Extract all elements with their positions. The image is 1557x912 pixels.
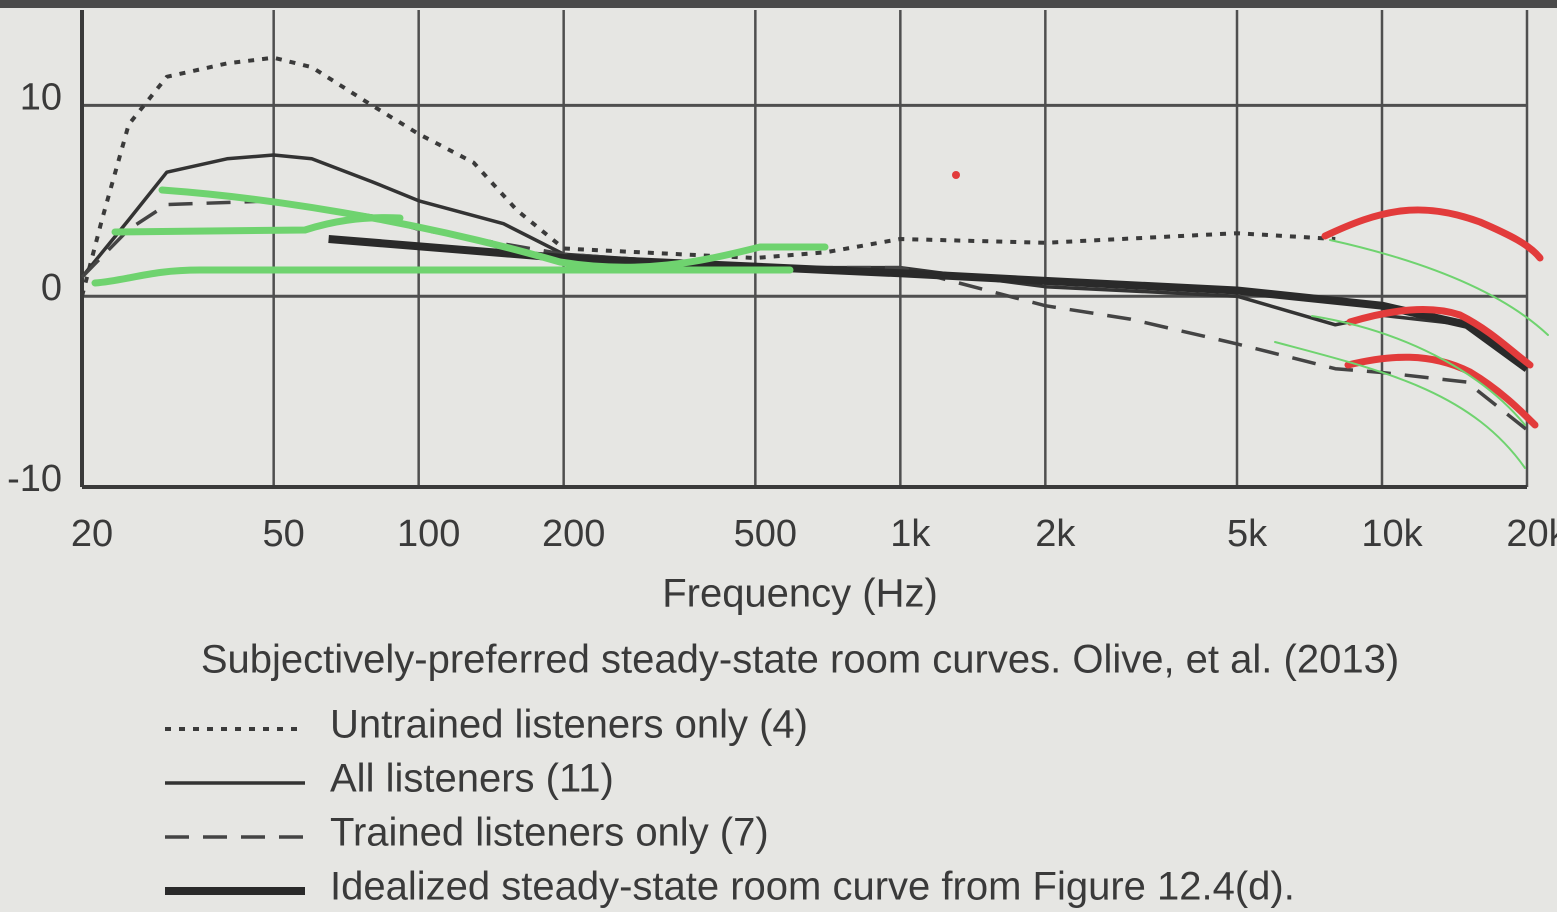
annotation-dot bbox=[952, 171, 960, 179]
series-line bbox=[80, 55, 1336, 297]
legend-label: Trained listeners only (7) bbox=[330, 811, 769, 855]
x-tick-label: 500 bbox=[734, 513, 797, 555]
legend-label: Idealized steady-state room curve from F… bbox=[330, 865, 1295, 909]
top-bar bbox=[0, 0, 1557, 8]
legend: Untrained listeners only (4) All listener… bbox=[165, 703, 1295, 909]
chart-title: Subjectively-preferred steady-state room… bbox=[201, 638, 1399, 682]
x-tick-label: 200 bbox=[542, 513, 605, 555]
y-tick-label: 0 bbox=[41, 267, 62, 309]
annotation-stroke bbox=[91, 266, 794, 287]
x-tick-label: 5k bbox=[1227, 513, 1268, 555]
annotation-stroke bbox=[111, 214, 404, 236]
y-tick-label: 10 bbox=[20, 76, 62, 118]
x-tick-label: 1k bbox=[890, 513, 931, 555]
annotation-stroke bbox=[1344, 353, 1539, 429]
x-tick-label: 20 bbox=[71, 513, 113, 555]
x-axis-label: Frequency (Hz) bbox=[662, 572, 938, 616]
annotation-stroke bbox=[158, 186, 829, 271]
series-line bbox=[328, 235, 1530, 372]
y-tick-label: -10 bbox=[7, 458, 62, 500]
series-line bbox=[80, 153, 1529, 371]
x-tick-label: 20k bbox=[1506, 513, 1557, 555]
legend-label: Untrained listeners only (4) bbox=[330, 703, 808, 747]
plot-area: 20 50 100 200 500 1k 2k 5k 10k 20k -10 0 10 bbox=[7, 10, 1557, 555]
annotation-stroke bbox=[1346, 306, 1534, 369]
annotation-stroke bbox=[1321, 206, 1544, 262]
annotations bbox=[91, 171, 1549, 469]
x-tick-label: 10k bbox=[1361, 513, 1423, 555]
x-tick-label: 50 bbox=[263, 513, 305, 555]
annotation-stroke bbox=[1274, 239, 1549, 469]
x-tick-label: 2k bbox=[1035, 513, 1076, 555]
legend-label: All listeners (11) bbox=[330, 757, 614, 801]
x-tick-label: 100 bbox=[397, 513, 460, 555]
